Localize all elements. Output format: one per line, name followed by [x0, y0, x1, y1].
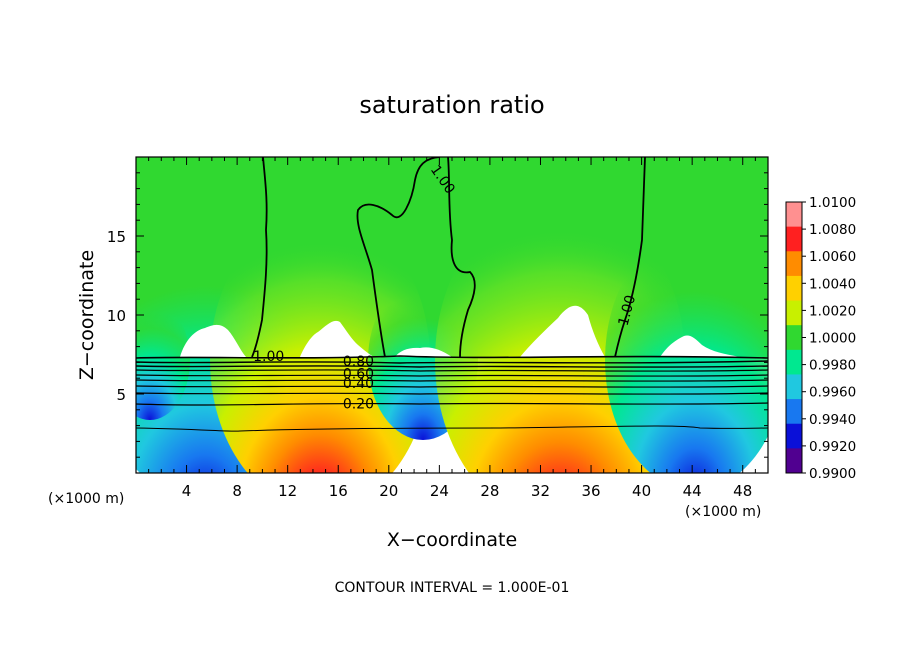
- y-axis-label: Z−coordinate: [76, 250, 98, 380]
- colorbar-swatch: [786, 226, 802, 252]
- x-tick-label: 12: [278, 482, 297, 500]
- contour-1.00-c: [447, 157, 476, 358]
- colorbar-label: 0.9980: [809, 358, 856, 374]
- colorbar-swatch: [786, 448, 802, 474]
- y-tick-label: 5: [116, 386, 126, 404]
- x-tick-label: 40: [632, 482, 651, 500]
- x-unit-right: (×1000 m): [685, 504, 761, 520]
- x-tick-label: 4: [182, 482, 192, 500]
- colorbar-swatch: [786, 423, 802, 449]
- colorbar-swatch: [786, 349, 802, 375]
- contour-label: 1.00: [616, 293, 640, 327]
- colorbar-label: 1.0020: [809, 303, 856, 319]
- colorbar-swatch: [786, 325, 802, 351]
- white-mound-4: [520, 305, 605, 357]
- colorbar-label: 1.0060: [809, 249, 856, 265]
- colorbar-label: 0.9900: [809, 466, 856, 482]
- x-tick-label: 32: [531, 482, 550, 500]
- colorbar-label: 0.9940: [809, 412, 856, 428]
- colorbar-label: 1.0000: [809, 331, 856, 347]
- dry-lobe-3: [605, 230, 768, 473]
- y-axis: 5 10 15: [107, 172, 768, 458]
- white-mound-2: [300, 320, 374, 357]
- white-mound-5: [660, 335, 740, 357]
- x-tick-label: 36: [581, 482, 600, 500]
- contour-1.00-b: [356, 157, 441, 358]
- x-tick-label: 8: [232, 482, 242, 500]
- colorbar-swatch: [786, 300, 802, 326]
- contour-label: 0.80: [343, 354, 374, 370]
- x-tick-label: 44: [683, 482, 702, 500]
- lower-contours: [136, 355, 768, 432]
- colorbar-label: 1.0080: [809, 222, 856, 238]
- x-tick-label: 48: [733, 482, 752, 500]
- contour-label: 0.20: [343, 396, 374, 412]
- colorbar-swatch: [786, 399, 802, 425]
- contour-label: 0.40: [343, 376, 374, 392]
- contour-label: 1.00: [253, 349, 284, 365]
- x-unit-left: (×1000 m): [48, 491, 124, 507]
- y-tick-label: 15: [107, 228, 126, 246]
- plot-area: [136, 157, 768, 473]
- dry-lobe-edge: [136, 300, 190, 420]
- x-tick-label: 16: [329, 482, 348, 500]
- contour-1.00-d: [614, 157, 646, 358]
- colorbar-label: 0.9960: [809, 385, 856, 401]
- white-mound-3: [395, 347, 452, 357]
- contour-interval-note: CONTOUR INTERVAL = 1.000E-01: [335, 580, 570, 596]
- colorbar-swatch: [786, 202, 802, 228]
- colorbar-label: 1.0100: [809, 195, 856, 211]
- colorbar-swatch: [786, 251, 802, 277]
- colorbar: 1.0100 1.0080 1.0060 1.0040 1.0020 1.0000 0.99…: [785, 195, 856, 482]
- colorbar-label: 1.0040: [809, 276, 856, 292]
- colorbar-label: 0.9920: [809, 439, 856, 455]
- chart-title: saturation ratio: [359, 91, 544, 119]
- contour-1.00-a: [251, 157, 268, 358]
- contour-label: 0.60: [343, 366, 374, 382]
- x-tick-label: 20: [379, 482, 398, 500]
- x-axis-label: X−coordinate: [387, 529, 517, 551]
- colorbar-swatch: [786, 374, 802, 400]
- x-tick-label: 28: [480, 482, 499, 500]
- x-tick-label: 24: [430, 482, 449, 500]
- y-tick-label: 10: [107, 307, 126, 325]
- colorbar-swatch: [786, 275, 802, 302]
- white-mound-1: [180, 324, 246, 357]
- contour-labels: 1.00 0.800.600.400.201.001.00: [253, 162, 639, 412]
- x-axis: 4 8 12 16 20 24 28 32 36 40 44 48: [148, 157, 756, 500]
